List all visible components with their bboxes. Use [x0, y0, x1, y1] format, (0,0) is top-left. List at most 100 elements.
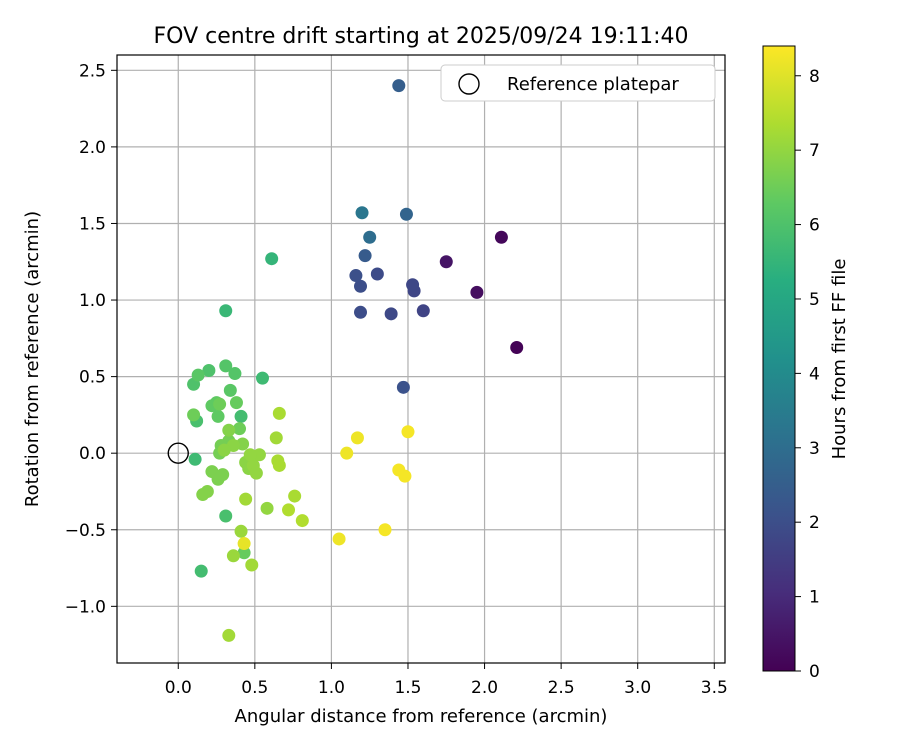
- data-point: [510, 341, 524, 355]
- data-point: [269, 431, 283, 445]
- data-point: [272, 406, 286, 420]
- data-point: [211, 409, 225, 423]
- colorbar-tick-label: 7: [809, 141, 820, 161]
- data-point: [396, 380, 410, 394]
- data-point: [350, 431, 364, 445]
- data-point: [349, 269, 363, 283]
- data-point: [216, 468, 230, 482]
- colorbar-gradient: [762, 45, 796, 672]
- y-tick-label: −0.5: [65, 521, 106, 541]
- colorbar-tick-label: 2: [809, 513, 820, 533]
- data-point: [187, 408, 201, 422]
- data-point: [202, 363, 216, 377]
- y-tick-label: 0.5: [79, 368, 106, 388]
- data-point: [370, 267, 384, 281]
- data-point: [243, 448, 257, 462]
- colorbar-tick-label: 3: [809, 439, 820, 459]
- data-point: [219, 304, 233, 318]
- data-point: [416, 304, 430, 318]
- y-tick-label: 0.0: [79, 444, 106, 464]
- data-point: [288, 489, 302, 503]
- colorbar-label: Hours from first FF file: [829, 259, 850, 460]
- x-tick-label: 3.5: [701, 678, 728, 698]
- x-tick-label: 2.0: [471, 678, 498, 698]
- data-point: [213, 397, 227, 411]
- data-point: [272, 458, 286, 472]
- data-point: [439, 255, 453, 269]
- colorbar-tick-label: 4: [809, 364, 820, 384]
- data-point: [191, 368, 205, 382]
- data-point: [222, 628, 236, 642]
- data-point: [219, 359, 233, 373]
- data-point: [470, 285, 484, 299]
- x-tick-label: 1.0: [318, 678, 345, 698]
- data-point: [217, 443, 231, 457]
- x-tick-label: 0.0: [165, 678, 192, 698]
- colorbar-ticks: 0 1 2 3 4 5 6 7 8: [795, 67, 820, 682]
- data-point: [245, 558, 259, 572]
- data-point: [354, 279, 368, 293]
- data-point: [355, 206, 369, 220]
- legend-box: [440, 64, 716, 102]
- y-axis-ticks: −1.0 −0.5 0.0 0.5 1.0 1.5 2.0 2.5: [65, 61, 117, 617]
- data-point: [265, 252, 279, 266]
- data-point: [237, 537, 251, 551]
- data-point: [233, 422, 247, 436]
- x-axis-ticks: 0.0 0.5 1.0 1.5 2.0 2.5 3.0 3.5: [165, 663, 728, 698]
- y-tick-label: 2.5: [79, 61, 106, 81]
- data-point: [358, 249, 372, 263]
- y-axis-label: Rotation from reference (arcmin): [22, 211, 43, 507]
- plot-frame: [116, 54, 726, 664]
- colorbar-tick-label: 8: [809, 67, 820, 87]
- x-tick-label: 0.5: [241, 678, 268, 698]
- data-point: [222, 423, 236, 437]
- data-point: [226, 549, 240, 563]
- legend: Reference platepar: [440, 64, 716, 102]
- data-point: [282, 503, 296, 517]
- data-point: [340, 446, 354, 460]
- data-point: [188, 452, 202, 466]
- data-point: [252, 448, 266, 462]
- data-point: [223, 383, 237, 397]
- data-point: [239, 492, 253, 506]
- legend-label: Reference platepar: [507, 74, 679, 95]
- data-point: [332, 532, 346, 546]
- y-tick-label: 2.0: [79, 138, 106, 158]
- data-point: [384, 307, 398, 321]
- grid: [117, 55, 725, 663]
- data-point: [234, 524, 248, 538]
- data-point: [260, 501, 274, 515]
- data-point: [234, 409, 248, 423]
- data-point: [398, 469, 412, 483]
- data-point: [196, 488, 210, 502]
- data-point: [237, 546, 251, 560]
- legend-marker: [458, 73, 480, 95]
- data-point: [255, 371, 269, 385]
- y-tick-label: 1.5: [79, 214, 106, 234]
- data-point: [354, 305, 368, 319]
- data-point: [406, 278, 420, 292]
- colorbar-tick-label: 6: [809, 216, 820, 236]
- reference-marker-group: [167, 442, 189, 464]
- colorbar: 0 1 2 3 4 5 6 7 8 Hours from first FF file: [762, 45, 850, 682]
- x-tick-label: 3.0: [624, 678, 651, 698]
- colorbar-tick-label: 1: [809, 588, 820, 608]
- colorbar-tick-label: 5: [809, 290, 820, 310]
- data-point: [228, 367, 242, 381]
- data-point: [249, 466, 263, 480]
- data-point: [194, 564, 208, 578]
- colorbar-tick-label: 0: [809, 662, 820, 682]
- data-point: [401, 425, 415, 439]
- chart-title: FOV centre drift starting at 2025/09/24 …: [154, 24, 689, 49]
- data-point: [219, 509, 233, 523]
- reference-point: [167, 442, 189, 464]
- x-axis-label: Angular distance from reference (arcmin): [235, 706, 608, 727]
- data-point: [392, 79, 406, 93]
- data-point: [494, 230, 508, 244]
- y-tick-label: −1.0: [65, 597, 106, 617]
- data-points: [187, 79, 524, 642]
- x-tick-label: 1.5: [394, 678, 421, 698]
- data-point: [229, 396, 243, 410]
